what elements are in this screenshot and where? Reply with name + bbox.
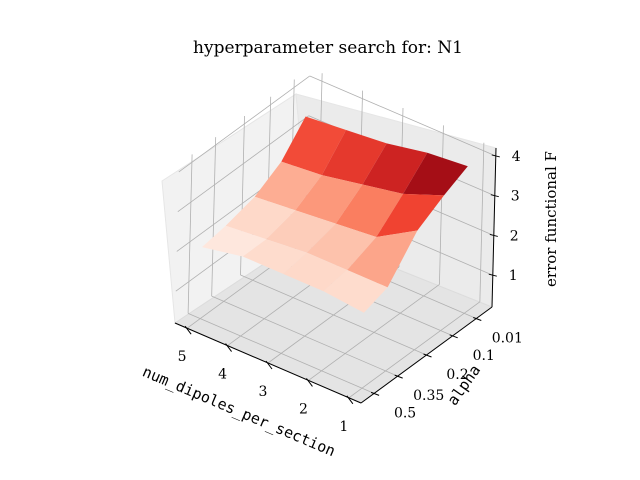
- y-tick: [473, 317, 482, 321]
- back-gridline-z: [309, 75, 496, 157]
- y-tick: [370, 391, 380, 396]
- x-tick: [184, 325, 192, 335]
- z-axis-title: error functional F: [542, 151, 560, 287]
- z-tick-label: 2: [510, 228, 519, 244]
- surface-patch: [283, 252, 348, 292]
- z-tick: [491, 154, 500, 158]
- side-gridline-z: [178, 75, 311, 173]
- side-gridline-y: [211, 137, 217, 297]
- y-tick-label: 0.2: [446, 367, 468, 383]
- floor-gridline-y: [211, 295, 398, 377]
- surface-patch: [335, 184, 404, 237]
- back-gridline-x: [479, 142, 485, 302]
- x-tick: [265, 360, 273, 370]
- floor-gridline-y: [187, 313, 375, 394]
- surface-patch: [242, 239, 307, 274]
- z-tick: [490, 194, 499, 198]
- x-tick-label: 3: [259, 384, 268, 400]
- surface-patch: [323, 270, 388, 313]
- surface-patch: [295, 175, 363, 224]
- floor-gridline-y: [240, 274, 427, 356]
- y-tick: [394, 374, 403, 379]
- surface-patch: [254, 161, 322, 211]
- tick-labels: 5 4 3 2 1 0.010.1 0.20.350.5 1 2 3 4: [178, 149, 523, 435]
- z-tick: [489, 233, 498, 237]
- z-tick-label: 1: [509, 268, 518, 284]
- z-tick-label: 3: [511, 189, 520, 205]
- x-tick: [306, 378, 313, 387]
- y-tick-label: 0.5: [394, 405, 416, 421]
- side-gridline-z: [177, 115, 310, 213]
- z-tick-label: 4: [512, 149, 521, 165]
- y-tick-label: 0.01: [492, 331, 523, 347]
- surface-patch: [202, 225, 267, 257]
- z-tick: [488, 273, 497, 277]
- surface-patch: [225, 196, 296, 240]
- x-tick-label: 2: [299, 401, 308, 417]
- x-tick-label: 5: [178, 349, 187, 365]
- x-tick: [346, 395, 354, 405]
- y-tick-label: 0.1: [473, 348, 495, 364]
- back-gridline-x: [439, 125, 444, 285]
- x-tick: [225, 343, 232, 352]
- chart-title: hyperparameter search for: N1: [193, 38, 463, 58]
- surface-patch: [321, 130, 387, 185]
- y-tick-label: 0.35: [413, 388, 444, 404]
- y-tick: [449, 334, 458, 339]
- surface-patch: [376, 193, 444, 237]
- tick-marks: [184, 154, 500, 405]
- surface-plot: [202, 116, 468, 313]
- surface-patch: [403, 152, 468, 196]
- side-gridline-y: [187, 154, 193, 314]
- surface-patch: [281, 116, 347, 176]
- x-tick-label: 1: [339, 419, 348, 435]
- surface-patch: [306, 223, 377, 270]
- surface-patch: [362, 143, 428, 194]
- y-tick: [423, 353, 432, 358]
- x-tick-label: 4: [218, 367, 227, 383]
- surface-patch: [347, 230, 418, 288]
- z-axis-line: [491, 147, 497, 308]
- surface-patch: [266, 210, 336, 253]
